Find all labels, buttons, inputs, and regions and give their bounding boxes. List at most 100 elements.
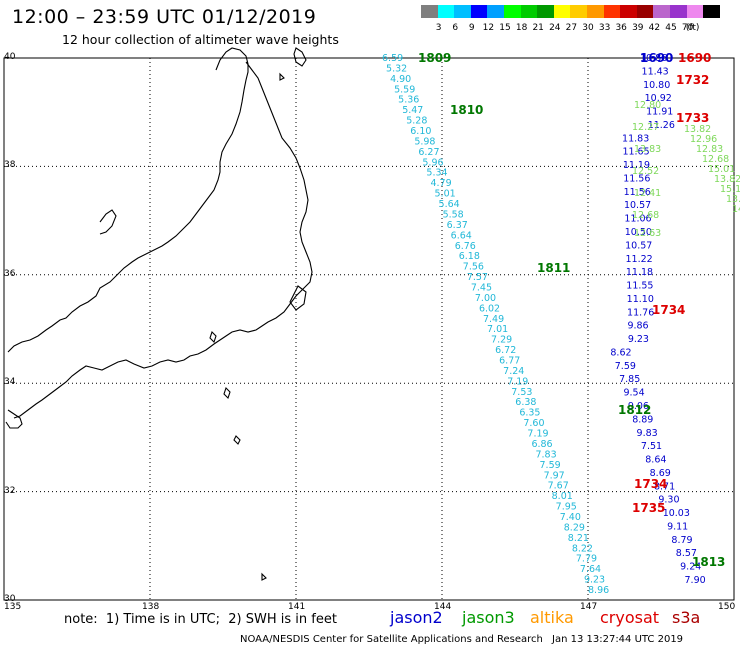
wave-height-value: 10.57 <box>625 240 652 251</box>
orbit-label: 1809 <box>418 51 451 65</box>
wave-height-value: 12.83 <box>696 144 723 155</box>
wave-height-value: 8.64 <box>645 455 666 466</box>
wave-height-value: 8.96 <box>588 585 609 596</box>
wave-height-value: 12.80 <box>634 100 661 111</box>
wave-height-value: 11.19 <box>623 160 650 171</box>
wave-height-value: 5.98 <box>414 136 435 147</box>
wave-height-value: 12.27 <box>632 122 659 133</box>
lat-label: 36 <box>4 268 16 279</box>
lon-label: 144 <box>434 602 452 612</box>
wave-height-value: 12.96 <box>690 134 717 145</box>
legend-cryosat: cryosat <box>600 608 660 627</box>
color-swatch <box>603 5 621 18</box>
orbit-label: 1734 <box>634 477 667 491</box>
wave-height-value: 7.90 <box>685 575 706 586</box>
wave-height-value: 12.68 <box>632 210 659 221</box>
altimeter-tracks: 6.595.324.905.595.365.475.286.105.986.27… <box>382 51 740 596</box>
wave-height-value: 4.79 <box>430 178 451 189</box>
color-scale-label: 18 <box>515 23 528 33</box>
wave-height-value: 8.79 <box>671 535 692 546</box>
wave-height-value: 5.64 <box>439 199 460 210</box>
wave-height-value: 9.23 <box>584 575 605 586</box>
color-swatch <box>620 5 637 18</box>
color-swatch <box>636 5 654 18</box>
color-scale-label: 9 <box>468 23 475 33</box>
wave-height-value: 7.29 <box>491 335 512 346</box>
wave-height-value: 5.36 <box>398 95 419 106</box>
wave-height-value: 7.85 <box>619 374 640 385</box>
wave-height-value: 10.80 <box>643 80 670 91</box>
wave-height-value: 9.54 <box>623 388 644 399</box>
wave-height-value: 7.83 <box>535 449 556 460</box>
lat-label: 32 <box>4 485 16 496</box>
lat-label: 38 <box>4 160 16 171</box>
wave-height-value: 10.57 <box>624 200 651 211</box>
orbit-label: 1810 <box>450 103 483 117</box>
wave-height-value: 9.86 <box>627 321 648 332</box>
timestamp-text: Jan 13 13:27:44 UTC 2019 <box>552 634 684 645</box>
wave-height-value: 7.60 <box>523 418 544 429</box>
wave-height-value: 7.53 <box>511 387 532 398</box>
island-2 <box>223 386 231 400</box>
orbit-label: 1690 <box>678 51 711 65</box>
wave-height-value: 10.92 <box>645 93 672 104</box>
honshu-coast <box>7 47 313 419</box>
wave-height-value: 6.72 <box>495 345 516 356</box>
color-scale-label: 36 <box>615 23 627 33</box>
wave-height-value: 7.40 <box>560 512 581 523</box>
wave-height-value: 8.57 <box>676 548 697 559</box>
color-swatch <box>686 5 704 18</box>
wave-height-value: 13.82 <box>684 124 711 135</box>
wave-height-value: 7.19 <box>527 429 548 440</box>
wave-height-value: 6.86 <box>531 439 552 450</box>
color-swatch <box>570 5 587 18</box>
color-swatch <box>703 5 720 18</box>
wave-height-value: 7.24 <box>503 366 524 377</box>
wave-height-value: 11.55 <box>626 281 653 292</box>
wave-height-value: 11.83 <box>622 133 649 144</box>
wave-height-value: 8.69 <box>650 468 671 479</box>
color-swatch <box>653 5 670 18</box>
wave-height-value: 11.43 <box>642 66 669 77</box>
wave-height-value: 6.02 <box>479 303 500 314</box>
wave-height-value: 7.19 <box>507 376 528 387</box>
wave-height-value: 10.50 <box>625 227 652 238</box>
lat-label: 34 <box>4 377 16 388</box>
japan-coastline <box>5 47 313 581</box>
wave-height-value: 10.03 <box>663 508 690 519</box>
color-swatch <box>470 5 488 18</box>
color-scale-label: 45 <box>665 23 677 33</box>
wave-height-value: 7.95 <box>556 502 577 513</box>
wave-height-value: 11.91 <box>646 107 673 118</box>
wave-height-value: 9.06 <box>628 401 649 412</box>
wave-height-value: 9.83 <box>637 428 658 439</box>
orbit-label: 1734 <box>652 303 685 317</box>
color-swatch <box>437 5 455 18</box>
wave-height-value: 8.29 <box>564 522 585 533</box>
color-swatch <box>421 5 438 18</box>
credit-text: NOAA/NESDIS Center for Satellite Applica… <box>240 634 543 645</box>
wave-height-value: 7.79 <box>576 554 597 565</box>
wave-height-value: 7.67 <box>548 481 569 492</box>
wave-height-value: 5.01 <box>435 189 456 200</box>
wave-height-value: 13.83 <box>634 144 661 155</box>
map-frame <box>3 57 735 601</box>
wave-height-value: 12.63 <box>634 228 661 239</box>
wave-height-value: 7.59 <box>615 361 636 372</box>
wave-height-value: 11.65 <box>622 147 649 158</box>
color-scale-label: 3 <box>435 23 442 33</box>
color-swatch <box>670 5 687 18</box>
wave-height-value: 8.89 <box>632 414 653 425</box>
lat-label: 30 <box>4 594 16 604</box>
wave-height-value: 6.59 <box>382 53 403 64</box>
orbit-label: 1811 <box>537 261 570 275</box>
orbit-label: 1813 <box>692 555 725 569</box>
wave-height-value: 7.49 <box>483 314 504 325</box>
map-border <box>3 57 735 601</box>
noto-coast <box>99 209 117 235</box>
wave-height-value: 6.77 <box>499 356 520 367</box>
wave-height-value: 9.23 <box>628 334 649 345</box>
wave-height-value: 13.82 <box>714 174 740 185</box>
wave-height-value: 11.76 <box>627 307 654 318</box>
